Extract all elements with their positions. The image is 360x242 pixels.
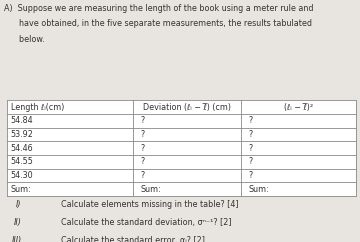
Text: 54.46: 54.46 [11, 144, 33, 153]
Text: Calculate elements missing in the table? [4]: Calculate elements missing in the table?… [61, 200, 239, 209]
Text: ?: ? [140, 130, 145, 139]
Text: II): II) [14, 218, 22, 227]
Text: 53.92: 53.92 [11, 130, 34, 139]
Text: ?: ? [248, 171, 253, 180]
Text: Calculate the standard deviation, σⁿ⁻¹? [2]: Calculate the standard deviation, σⁿ⁻¹? … [61, 218, 232, 227]
Text: ?: ? [140, 116, 145, 125]
Text: ?: ? [140, 171, 145, 180]
Text: below.: below. [4, 35, 44, 44]
Text: ?: ? [248, 130, 253, 139]
Text: Deviation (ℓᵢ − ℓ̅) (cm): Deviation (ℓᵢ − ℓ̅) (cm) [143, 103, 231, 112]
Text: have obtained, in the five separate measurements, the results tabulated: have obtained, in the five separate meas… [4, 19, 312, 28]
Text: ?: ? [248, 116, 253, 125]
Text: Sum:: Sum: [248, 185, 269, 194]
Text: ?: ? [140, 157, 145, 166]
Text: ?: ? [140, 144, 145, 153]
Text: A)  Suppose we are measuring the length of the book using a meter rule and: A) Suppose we are measuring the length o… [4, 4, 313, 13]
Text: 54.30: 54.30 [11, 171, 33, 180]
Text: III): III) [12, 236, 22, 242]
Text: Sum:: Sum: [140, 185, 161, 194]
Bar [7, 100, 356, 196]
Text: Sum:: Sum: [11, 185, 32, 194]
Text: 54.55: 54.55 [11, 157, 34, 166]
Text: Length ℓᵢ(cm): Length ℓᵢ(cm) [11, 103, 64, 112]
Text: 54.84: 54.84 [11, 116, 33, 125]
Text: ?: ? [248, 144, 253, 153]
Text: ?: ? [248, 157, 253, 166]
Text: I): I) [16, 200, 22, 209]
Text: (ℓᵢ − ℓ̅)²: (ℓᵢ − ℓ̅)² [284, 103, 313, 112]
Text: Calculate the standard error, αᵢ? [2]: Calculate the standard error, αᵢ? [2] [61, 236, 205, 242]
